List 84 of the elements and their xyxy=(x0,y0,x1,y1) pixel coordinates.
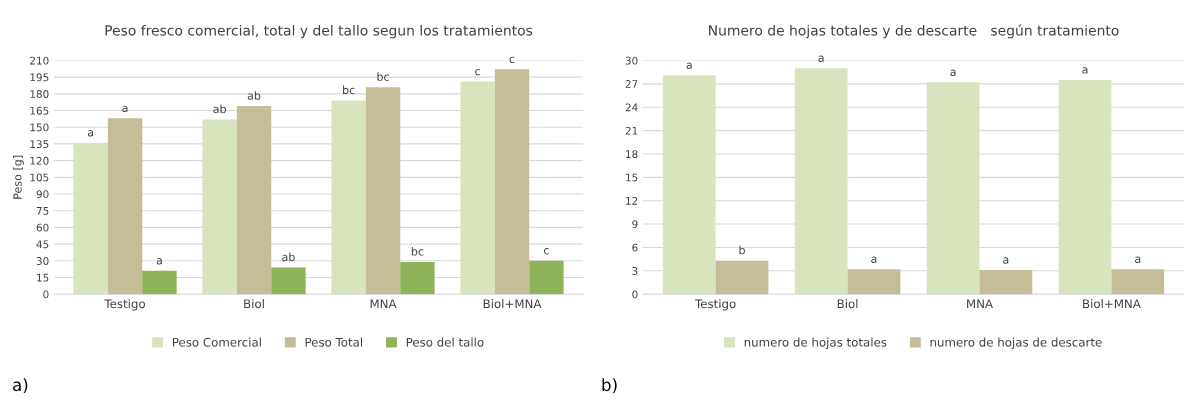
chart-title: Peso fresco comercial, total y del tallo segun los tratamientos xyxy=(105,24,533,39)
x-tick-label: Biol+MNA xyxy=(1083,299,1141,309)
data-label: a xyxy=(87,130,94,137)
data-label: ab xyxy=(247,91,261,100)
y-tick-label: 165 xyxy=(30,106,49,115)
x-tick-label: MNA xyxy=(967,299,993,309)
y-tick-label: 9 xyxy=(632,220,638,229)
x-tick-label: Testigo xyxy=(694,299,736,311)
y-tick-label: 195 xyxy=(30,73,49,82)
data-label: bc xyxy=(377,72,389,81)
bar xyxy=(979,270,1033,295)
y-tick-label: 90 xyxy=(36,190,49,199)
data-label: c xyxy=(475,68,480,76)
x-tick-label: Testigo xyxy=(104,299,146,311)
bar xyxy=(494,69,530,295)
bar xyxy=(271,267,306,295)
y-tick-label: 30 xyxy=(36,257,49,265)
data-label: a xyxy=(871,256,877,263)
data-label: b xyxy=(739,245,745,255)
x-tick-label: Biol+MNA xyxy=(483,299,542,309)
y-tick-label: 18 xyxy=(626,150,638,159)
bar xyxy=(107,118,143,295)
chart-title: Numero de hojas totales y de descarte según tratamiento xyxy=(709,24,1119,39)
data-label: a xyxy=(950,69,956,76)
x-tick-label: Biol xyxy=(244,299,264,309)
bar xyxy=(926,82,980,295)
data-label: bc xyxy=(343,85,355,95)
y-tick-label: 15 xyxy=(37,273,49,282)
y-tick-label: 0 xyxy=(632,290,638,299)
y-tick-label: 27 xyxy=(625,80,638,88)
data-label: bc xyxy=(411,246,424,256)
data-label: c xyxy=(509,56,515,64)
y-tick-label: 12 xyxy=(626,196,638,205)
bar xyxy=(202,119,237,295)
y-tick-label: 180 xyxy=(30,90,49,98)
bar xyxy=(794,68,848,295)
y-tick-label: 6 xyxy=(632,243,638,252)
data-label: a xyxy=(818,55,824,62)
bar xyxy=(847,269,901,295)
bar xyxy=(529,260,564,295)
y-tick-label: 135 xyxy=(30,140,49,149)
bar xyxy=(73,142,108,295)
data-label: a xyxy=(1135,256,1141,263)
y-tick-label: 150 xyxy=(30,123,49,132)
data-label: ab xyxy=(282,252,295,262)
data-label: a xyxy=(156,258,162,265)
text: b) xyxy=(602,378,617,394)
y-tick-label: 30 xyxy=(625,56,638,65)
x-tick-label: MNA xyxy=(370,299,397,309)
bar xyxy=(236,106,272,295)
bar xyxy=(1058,79,1112,295)
bar xyxy=(142,270,177,295)
y-tick-label: 60 xyxy=(36,223,49,232)
y-axis-title: Peso [g] xyxy=(13,155,24,199)
y-tick-label: 75 xyxy=(36,207,49,215)
y-tick-label: 15 xyxy=(626,173,638,182)
legend-label: Peso Comercial xyxy=(172,337,261,347)
bar xyxy=(365,87,401,295)
bar xyxy=(400,261,435,295)
data-label: a xyxy=(686,62,692,69)
y-tick-label: 120 xyxy=(30,156,49,165)
y-tick-label: 105 xyxy=(30,173,49,182)
bar xyxy=(331,100,366,295)
bar xyxy=(460,81,495,295)
data-label: a xyxy=(1082,67,1088,74)
text: a) xyxy=(13,378,28,394)
legend-label: numero de hojas totales xyxy=(744,337,887,349)
y-tick-label: 21 xyxy=(625,126,638,135)
y-tick-label: 210 xyxy=(30,56,49,65)
bar xyxy=(1111,269,1165,295)
legend-label: Peso del tallo xyxy=(406,337,484,347)
y-tick-label: 45 xyxy=(36,240,49,249)
legend-label: numero de hojas de descarte xyxy=(930,337,1102,349)
y-tick-label: 24 xyxy=(625,103,638,112)
legend-label: Peso Total xyxy=(305,337,363,347)
data-label: a xyxy=(122,105,128,113)
bar xyxy=(662,75,716,295)
data-label: c xyxy=(543,248,549,255)
x-tick-label: Biol xyxy=(837,299,858,309)
bar xyxy=(715,260,769,295)
y-tick-label: 3 xyxy=(632,267,638,275)
y-tick-label: 0 xyxy=(43,290,49,299)
data-label: a xyxy=(1003,257,1009,264)
data-label: ab xyxy=(213,104,226,114)
